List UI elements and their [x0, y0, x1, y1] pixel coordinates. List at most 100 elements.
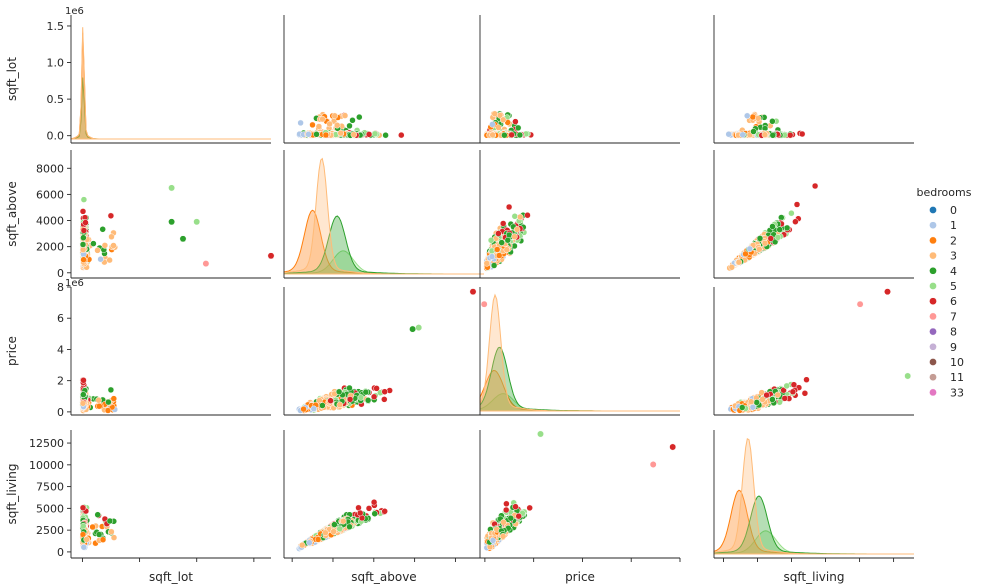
scatter-point	[96, 402, 103, 410]
scatter-point	[756, 235, 764, 242]
scatter-point	[108, 233, 115, 241]
panel-sqft_living-vs-sqft_lot	[79, 503, 118, 551]
scatter-point	[761, 131, 769, 138]
scatter-point	[761, 239, 769, 247]
kde-price-bedrooms-4	[479, 346, 680, 412]
scatter-point	[80, 227, 88, 234]
scatter-point	[756, 246, 763, 253]
outlier-point	[904, 372, 912, 380]
scatter-point	[90, 240, 97, 247]
scatter-point	[319, 402, 326, 409]
scatter-point	[80, 391, 87, 398]
scatter-point	[725, 130, 732, 138]
scatter-point	[781, 395, 789, 402]
scatter-point	[487, 237, 495, 244]
scatter-point	[749, 113, 757, 121]
scatter-point	[786, 131, 794, 139]
scatter-point	[349, 117, 356, 124]
scatter-point	[315, 123, 323, 130]
scatter-point	[803, 376, 810, 383]
scatter-point	[774, 391, 781, 399]
scatter-point	[499, 116, 507, 124]
scatter-point	[489, 131, 496, 139]
scatter-point	[322, 131, 330, 139]
scatter-point	[97, 255, 104, 263]
scatter-point	[503, 246, 511, 253]
scatter-point	[728, 264, 736, 271]
scatter-point	[789, 388, 797, 396]
scatter-point	[101, 242, 109, 249]
scatter-point	[309, 121, 316, 129]
outlier-point	[884, 288, 891, 296]
scatter-point	[80, 256, 87, 263]
scatter-point	[801, 390, 809, 397]
outlier-point	[168, 184, 176, 192]
outlier-point	[193, 218, 201, 226]
scatter-point	[398, 131, 405, 139]
scatter-point	[373, 385, 380, 392]
scatter-point	[739, 131, 746, 139]
scatter-point	[774, 234, 782, 241]
kde-sqft_lot-bedrooms-3	[70, 27, 271, 140]
scatter-point	[356, 113, 363, 121]
scatter-point	[491, 110, 498, 118]
scatter-point	[743, 112, 751, 120]
scatter-point	[776, 226, 783, 233]
scatter-point	[107, 386, 115, 394]
scatter-point	[783, 224, 791, 232]
scatter-point	[80, 377, 87, 384]
scatter-point	[110, 242, 117, 249]
scatter-point	[505, 203, 513, 211]
panel-sqft_lot-vs-sqft_lot	[70, 27, 271, 140]
kde-sqft_lot-bedrooms-2	[70, 32, 271, 140]
scatter-point	[516, 213, 524, 221]
scatter-point	[516, 131, 524, 139]
panel-price-vs-sqft_lot	[79, 376, 119, 414]
outlier-point	[202, 260, 210, 268]
panel-sqft_above-vs-price	[483, 203, 531, 272]
scatter-point	[483, 260, 491, 267]
kde-sqft_lot-bedrooms-4	[70, 77, 271, 140]
scatter-point	[327, 397, 334, 404]
outlier-point	[415, 324, 423, 332]
scatter-point	[370, 393, 378, 401]
scatter-point	[769, 396, 776, 403]
scatter-point	[300, 405, 307, 413]
scatter-point	[365, 131, 373, 138]
scatter-point	[493, 246, 501, 253]
scatter-point	[511, 213, 519, 220]
scatter-point	[350, 131, 358, 138]
panel-sqft_lot-vs-sqft_living	[725, 111, 806, 139]
outlier-point	[267, 252, 275, 260]
scatter-point	[508, 131, 515, 139]
scatter-point	[79, 400, 87, 407]
scatter-point	[499, 220, 507, 227]
scatter-point	[319, 115, 326, 123]
scatter-point	[305, 131, 312, 138]
scatter-point	[357, 394, 365, 401]
scatter-point	[331, 112, 338, 120]
scatter-point	[501, 131, 508, 139]
scatter-point	[747, 398, 755, 405]
scatter-point	[82, 219, 89, 226]
scatter-point	[749, 404, 757, 411]
scatter-point	[106, 256, 113, 264]
outlier-point	[179, 235, 187, 243]
pairplot-grid	[70, 15, 914, 559]
scatter-point	[335, 388, 343, 396]
scatter-point	[104, 407, 112, 414]
scatter-point	[524, 211, 531, 219]
scatter-point	[495, 230, 502, 237]
panel-sqft_above-vs-sqft_above	[283, 157, 484, 275]
outlier-point	[856, 300, 864, 308]
scatter-point	[495, 124, 502, 131]
panel-price-vs-sqft_living	[727, 288, 912, 414]
scatter-point	[513, 226, 521, 233]
panel-price-vs-sqft_above	[296, 288, 488, 414]
scatter-point	[753, 399, 760, 406]
scatter-point	[346, 396, 354, 403]
scatter-point	[79, 208, 87, 215]
outlier-point	[409, 325, 417, 333]
scatter-point	[80, 234, 87, 241]
scatter-point	[489, 121, 496, 128]
